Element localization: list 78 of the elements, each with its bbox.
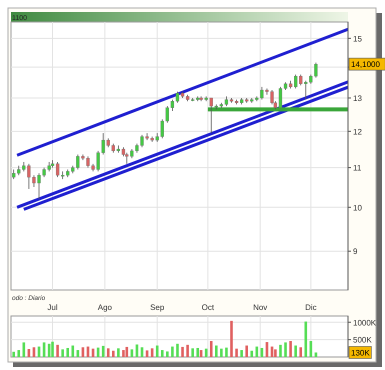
- y-tick-label: 1000K: [353, 318, 377, 328]
- bar: [266, 342, 268, 357]
- bar: [66, 348, 70, 357]
- bar: [250, 350, 254, 357]
- bar: [196, 348, 200, 357]
- bar: [76, 350, 80, 357]
- y-tick-label: 11: [353, 164, 362, 173]
- bar: [86, 346, 90, 357]
- bar: [260, 348, 264, 357]
- bar: [314, 352, 318, 357]
- y-tick-label: 12: [353, 127, 362, 136]
- bar: [200, 350, 202, 357]
- y-tick-label: 10: [353, 203, 362, 212]
- bar: [230, 320, 233, 357]
- bar: [284, 342, 287, 357]
- x-tick-label: Nov: [253, 303, 268, 312]
- bar: [150, 348, 154, 357]
- bar: [215, 346, 218, 357]
- bar: [274, 349, 277, 357]
- bar: [181, 346, 184, 357]
- bar: [71, 346, 74, 357]
- bar: [160, 350, 164, 357]
- bar: [22, 342, 26, 357]
- annotation: 130K: [351, 348, 370, 358]
- bar: [51, 342, 54, 357]
- bar: [304, 322, 308, 357]
- bar: [146, 350, 148, 357]
- bar: [56, 344, 59, 357]
- bar: [310, 341, 312, 357]
- y-tick-label: 9: [353, 247, 358, 256]
- bar: [289, 341, 292, 357]
- bar: [235, 348, 238, 357]
- bar: [61, 349, 64, 357]
- bar: [17, 350, 20, 357]
- bar: [48, 344, 50, 357]
- bar: [204, 348, 208, 357]
- x-tick-label: Jul: [47, 303, 58, 312]
- bar: [156, 346, 159, 357]
- bar: [225, 348, 228, 357]
- bar: [96, 348, 100, 357]
- bar: [92, 348, 94, 357]
- bar: [220, 348, 223, 357]
- bar: [171, 346, 174, 357]
- bar: [32, 347, 36, 357]
- bar: [82, 347, 84, 357]
- bar: [38, 346, 40, 357]
- bar: [122, 350, 125, 357]
- y-tick-label: 15: [353, 34, 362, 44]
- bar: [112, 350, 115, 357]
- bar: [130, 349, 134, 357]
- x-tick-label: Oct: [202, 303, 215, 312]
- bar: [166, 351, 169, 357]
- x-tick-label: Sep: [150, 303, 165, 312]
- bar: [279, 344, 282, 357]
- y-tick-label: 13: [353, 94, 362, 103]
- bar: [42, 342, 46, 357]
- bar: [299, 347, 302, 357]
- bar: [270, 346, 274, 357]
- bar: [210, 341, 213, 357]
- bar: [117, 348, 120, 357]
- y-tick-label: 500K: [353, 336, 372, 345]
- bar: [176, 344, 179, 357]
- bar: [140, 347, 144, 357]
- bar: [245, 346, 248, 357]
- bar: [240, 350, 243, 357]
- bar: [136, 344, 138, 357]
- bar: [186, 344, 189, 357]
- bar: [28, 349, 30, 357]
- bar: [191, 348, 194, 357]
- bar: [126, 346, 128, 357]
- bar: [102, 346, 104, 357]
- bar: [256, 346, 258, 357]
- bar: [12, 352, 15, 357]
- x-tick-label: Dic: [305, 303, 317, 312]
- x-tick-label: Ago: [98, 303, 113, 312]
- annotation: 14,1000: [351, 60, 380, 70]
- bar: [106, 348, 110, 357]
- bar: [294, 346, 297, 357]
